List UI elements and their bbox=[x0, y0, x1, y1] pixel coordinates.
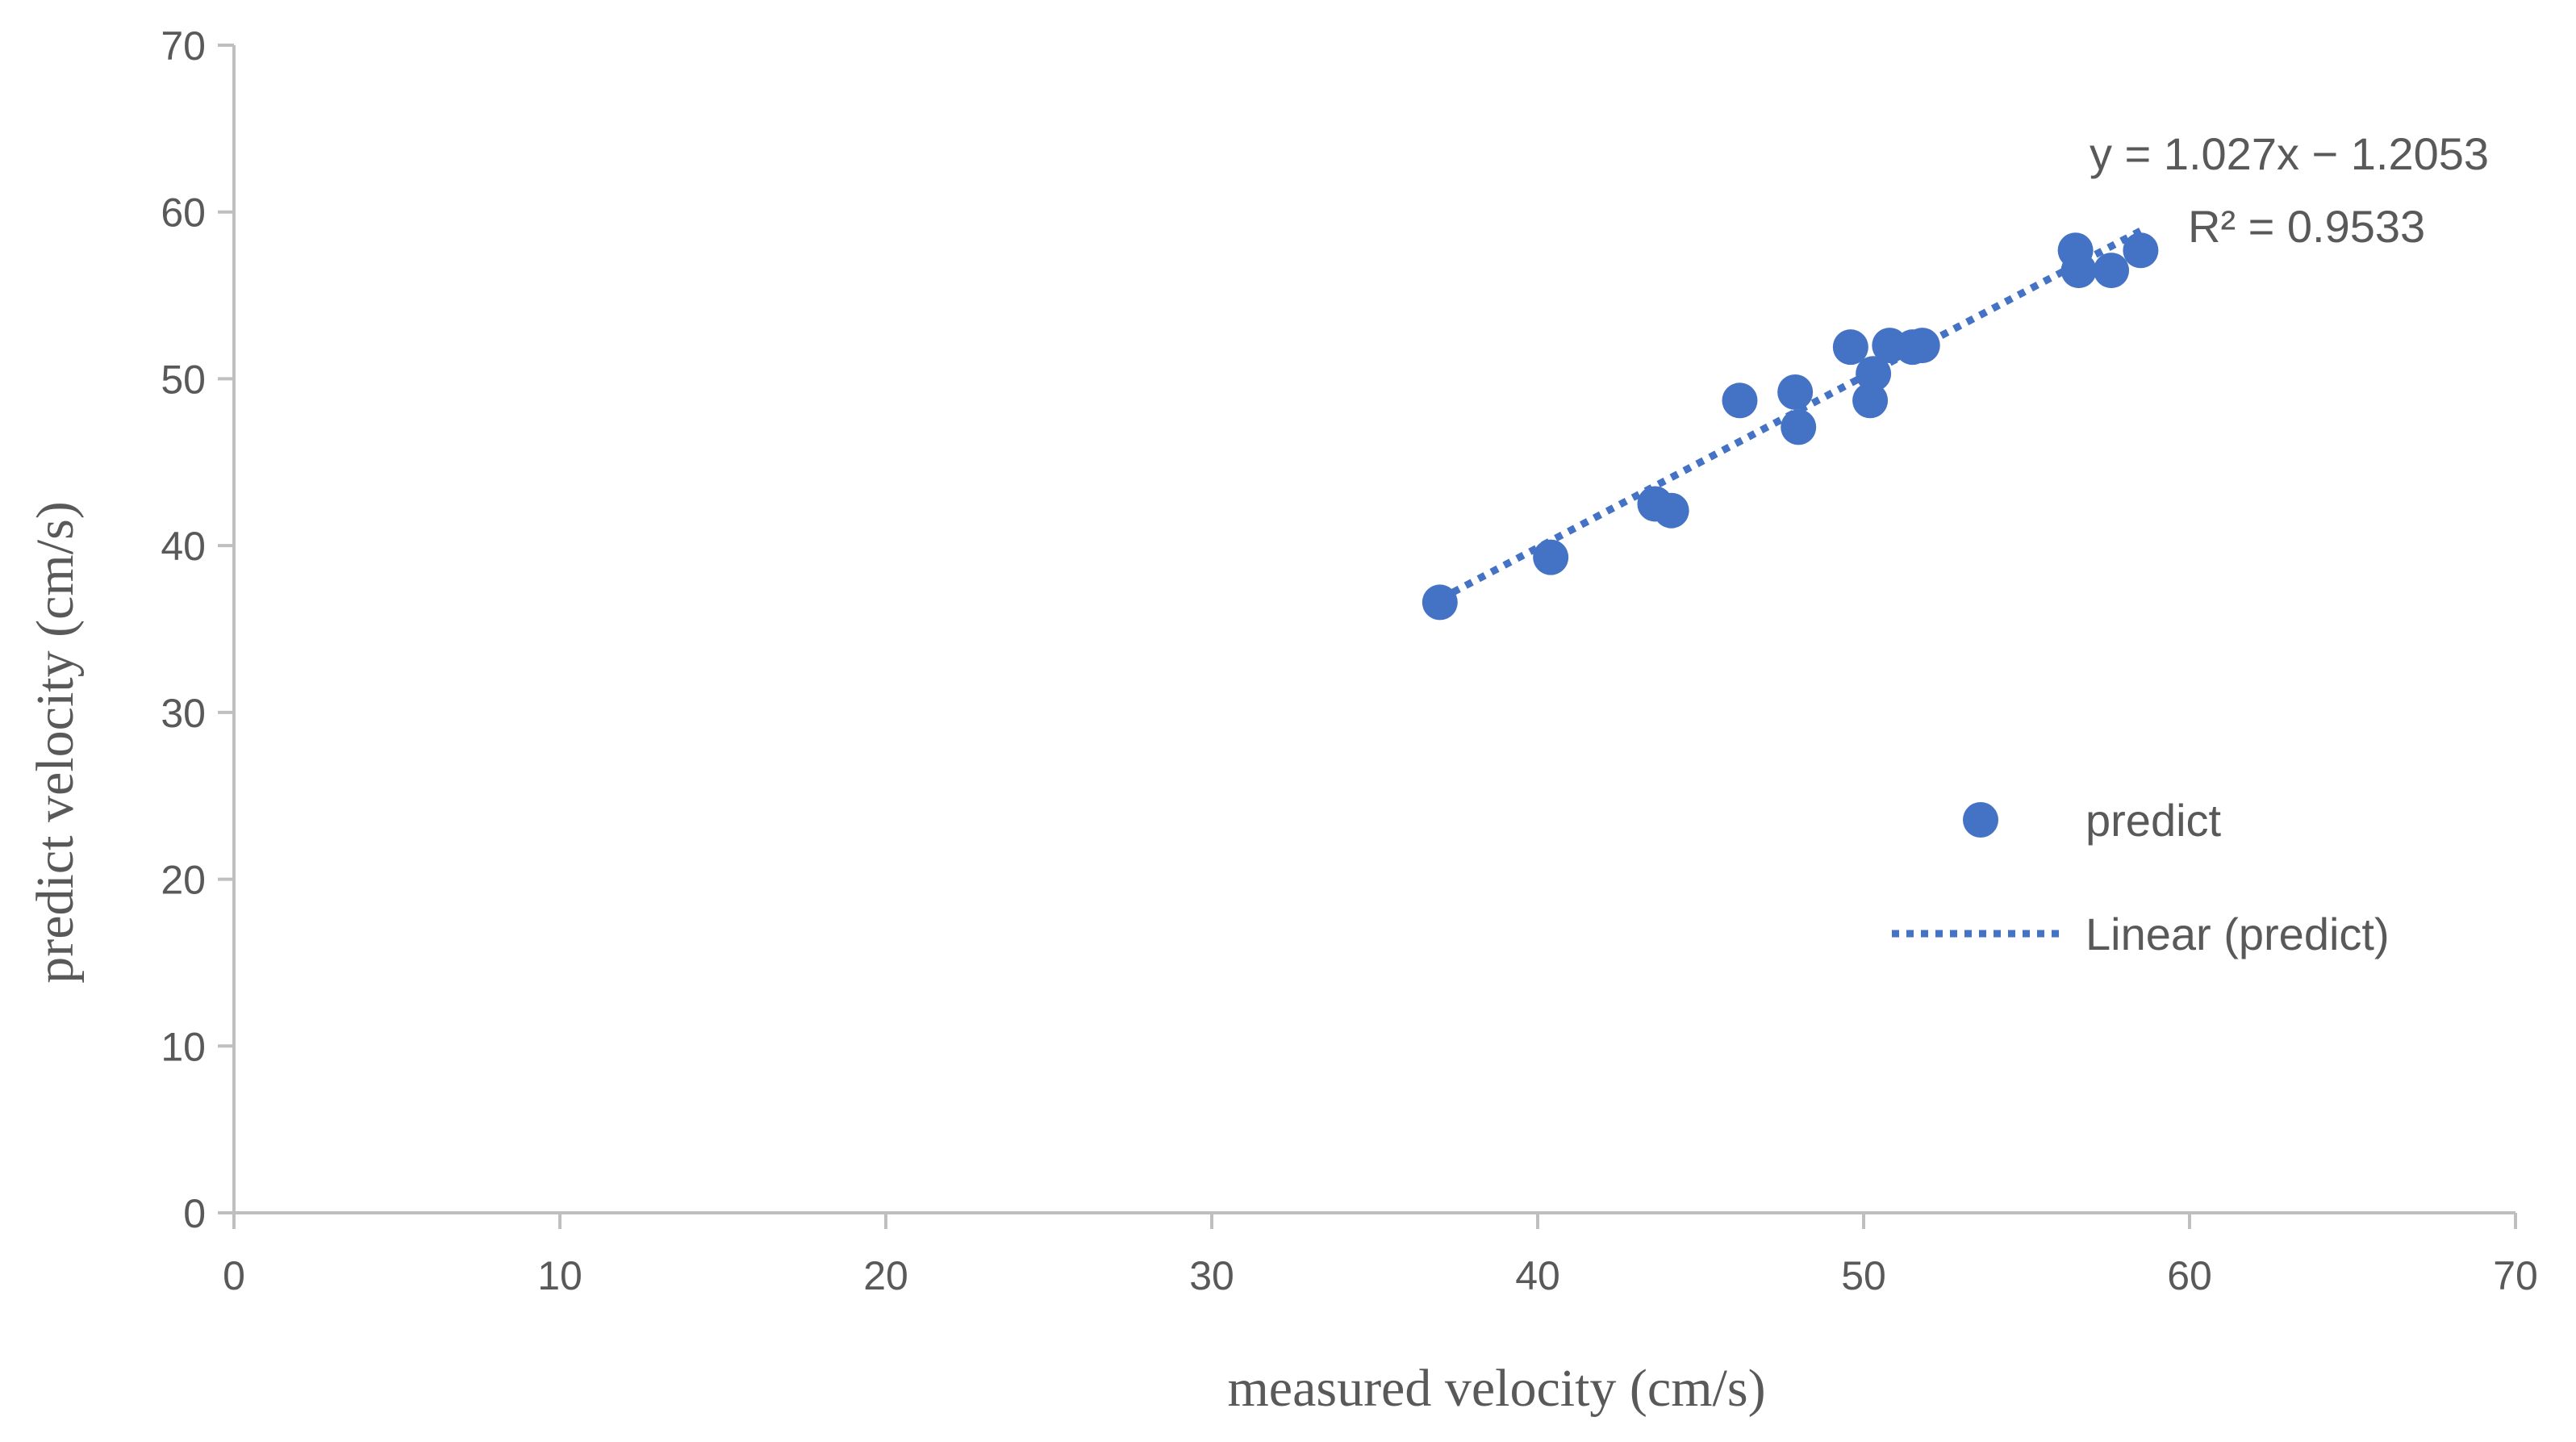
y-tick-label: 20 bbox=[161, 858, 206, 903]
y-tick-label: 10 bbox=[161, 1024, 206, 1069]
x-tick-label: 60 bbox=[2167, 1253, 2212, 1298]
data-point bbox=[1653, 492, 1689, 529]
data-point bbox=[1781, 409, 1817, 445]
y-tick-label: 70 bbox=[161, 23, 206, 69]
x-tick-label: 70 bbox=[2493, 1253, 2538, 1298]
data-point bbox=[2123, 232, 2159, 269]
data-point bbox=[1422, 584, 1458, 621]
data-points bbox=[1422, 232, 2159, 621]
data-point bbox=[1533, 539, 1569, 575]
y-tick-label: 30 bbox=[161, 691, 206, 736]
data-point bbox=[1832, 329, 1868, 366]
data-point bbox=[1777, 374, 1814, 410]
data-point bbox=[2060, 253, 2097, 289]
legend-marker-predict bbox=[1963, 802, 1998, 838]
x-tick-label: 50 bbox=[1841, 1253, 1886, 1298]
y-tick-label: 40 bbox=[161, 524, 206, 569]
tick-labels: 0 10 20 30 40 50 60 70 0 10 20 30 40 50 60 70 bbox=[161, 23, 2537, 1298]
x-tick-label: 30 bbox=[1189, 1253, 1234, 1298]
axes bbox=[218, 44, 2517, 1229]
x-tick-label: 0 bbox=[223, 1253, 245, 1298]
trendline-equation: y = 1.027x − 1.2053 bbox=[2090, 128, 2489, 179]
data-point bbox=[1856, 356, 1892, 392]
y-axis-title: predict velocity (cm/s) bbox=[26, 501, 85, 983]
y-tick-label: 60 bbox=[161, 190, 206, 236]
data-point bbox=[1722, 382, 1758, 419]
data-point bbox=[2094, 253, 2130, 289]
legend-label-linear: Linear (predict) bbox=[2085, 909, 2390, 959]
legend-label-predict: predict bbox=[2085, 795, 2222, 846]
data-point bbox=[1904, 328, 1940, 364]
y-tick-label: 50 bbox=[161, 357, 206, 402]
x-tick-label: 40 bbox=[1515, 1253, 1560, 1298]
data-point bbox=[1852, 382, 1889, 419]
x-axis-title: measured velocity (cm/s) bbox=[1227, 1359, 1765, 1418]
x-tick-label: 10 bbox=[537, 1253, 582, 1298]
legend: predict Linear (predict) bbox=[1892, 795, 2390, 959]
y-tick-label: 0 bbox=[183, 1191, 206, 1236]
x-tick-label: 20 bbox=[863, 1253, 908, 1298]
trendline-r-squared: R² = 0.9533 bbox=[2188, 201, 2425, 252]
